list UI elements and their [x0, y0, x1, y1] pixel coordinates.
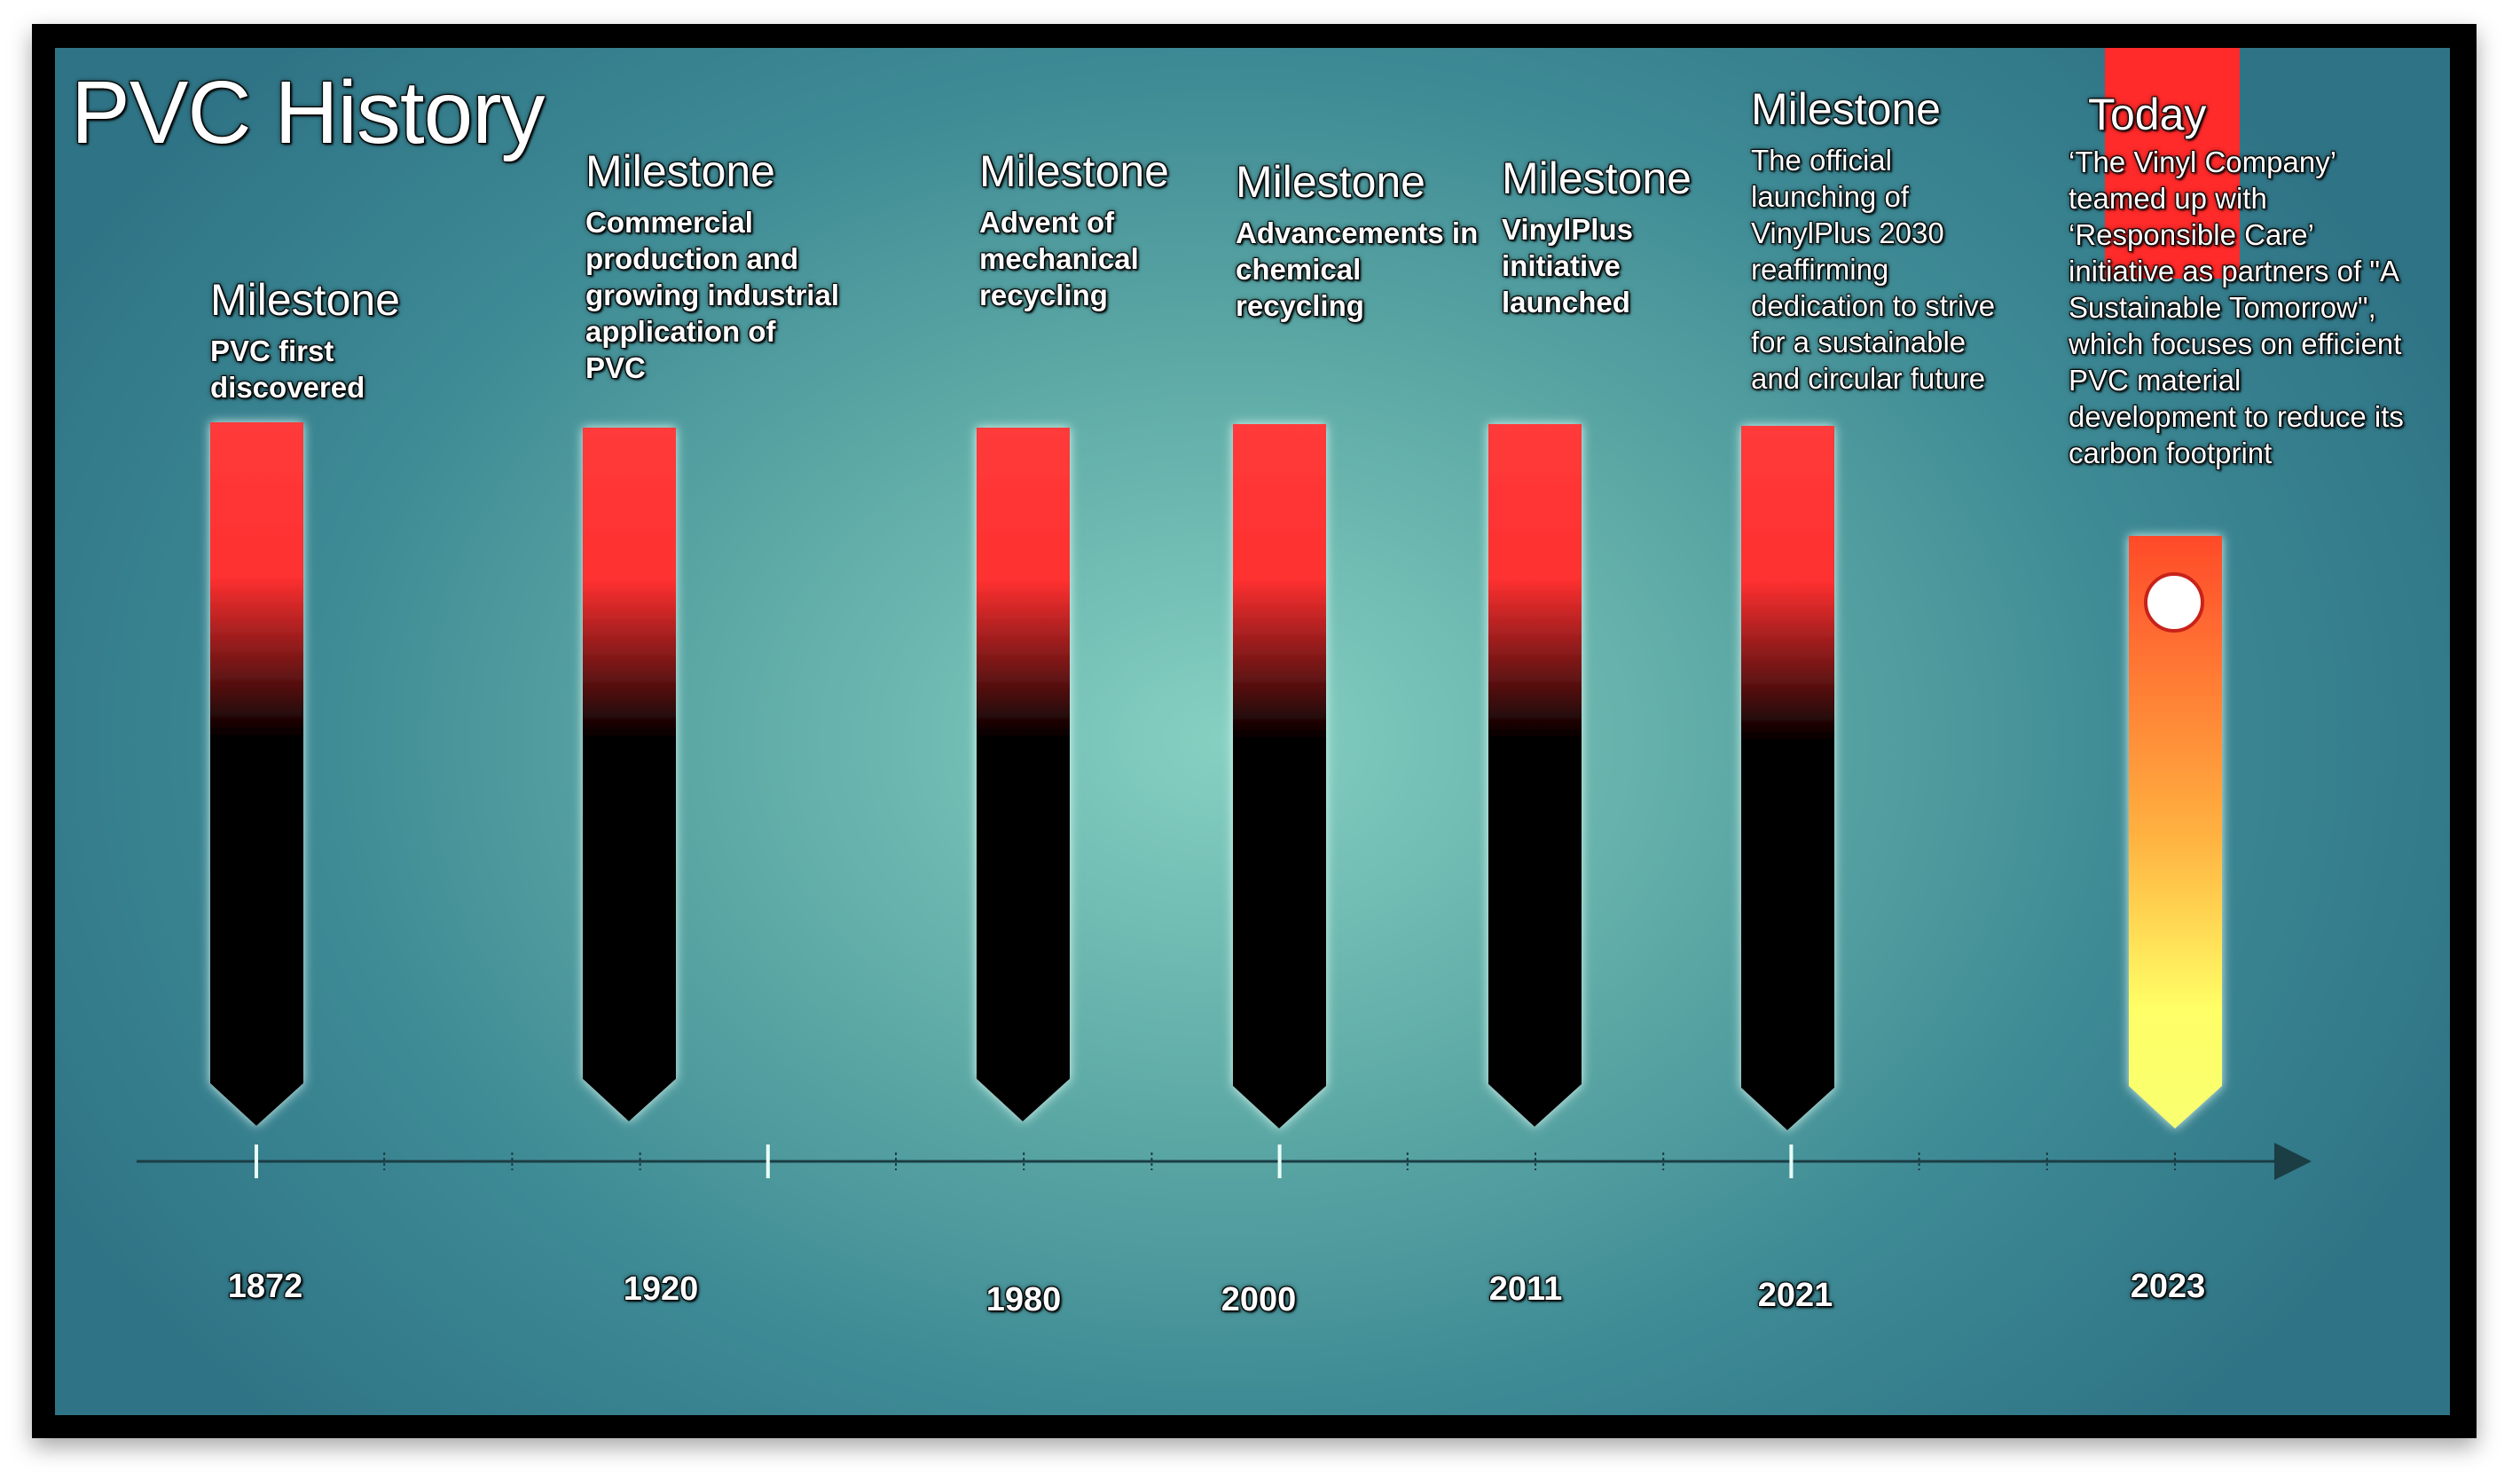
milestone-description: Advancements in chemical recycling	[1236, 215, 1478, 324]
milestone-description: The official launching of VinylPlus 2030…	[1751, 142, 1995, 397]
description-line: discovered	[210, 371, 365, 404]
description-line: Sustainable Tomorrow",	[2069, 291, 2376, 324]
description-line: dedication to strive	[1751, 289, 1996, 322]
milestone-heading: Milestone	[1751, 84, 1941, 134]
description-line: carbon footprint	[2069, 437, 2273, 469]
milestone-heading: Milestone	[1502, 153, 1692, 203]
description-line: VinylPlus 2030	[1751, 216, 1944, 249]
description-line: Advent of	[979, 206, 1115, 239]
milestone-bar-1920	[583, 428, 676, 1121]
milestone-bar-2011	[1488, 424, 1582, 1127]
milestone-description: VinylPlus initiative launched	[1502, 211, 1692, 320]
milestone-1980: Milestone Advent of mechanical recycling	[979, 146, 1169, 313]
description-line: teamed up with	[2069, 182, 2267, 215]
description-line: production and	[585, 242, 799, 275]
description-line: initiative	[1502, 249, 1621, 282]
timeline-graphic	[137, 422, 2312, 1180]
milestone-description: PVC first discovered	[210, 333, 400, 405]
description-line: for a sustainable	[1751, 326, 1967, 358]
description-line: PVC	[585, 351, 646, 384]
description-line: recycling	[979, 279, 1108, 311]
milestone-description: ‘The Vinyl Company’ teamed up with ‘Resp…	[2069, 144, 2404, 471]
description-line: ‘The Vinyl Company’	[2069, 146, 2337, 178]
description-line: reaffirming	[1751, 253, 1889, 286]
milestone-2021: Milestone The official launching of Viny…	[1751, 83, 1995, 397]
description-line: chemical	[1236, 253, 1362, 286]
milestone-bar-2021	[1741, 426, 1834, 1130]
year-label: 2000	[1221, 1281, 1297, 1318]
milestone-heading: Milestone	[585, 146, 775, 196]
slide-title: PVC History	[71, 63, 546, 162]
year-label: 1872	[227, 1268, 303, 1305]
description-line: growing industrial	[585, 279, 839, 311]
description-line: which focuses on efficient	[2069, 327, 2402, 360]
milestone-bar-1980	[977, 428, 1070, 1121]
description-line: VinylPlus	[1502, 213, 1633, 246]
milestone-2023-today: Today ‘The Vinyl Company’ teamed up with…	[2069, 89, 2404, 471]
description-line: and circular future	[1751, 362, 1986, 395]
milestone-heading: Milestone	[210, 275, 400, 325]
milestone-2011: Milestone VinylPlus initiative launched	[1502, 153, 1692, 320]
year-label: 2021	[1757, 1277, 1833, 1314]
description-line: Advancements in	[1236, 216, 1479, 249]
description-line: application of	[585, 315, 776, 348]
milestone-bar-2000	[1233, 424, 1326, 1129]
description-line: The official	[1751, 144, 1892, 177]
description-line: PVC material	[2069, 364, 2241, 397]
milestone-description: Commercial production and growing indust…	[585, 204, 839, 386]
year-label: 1920	[623, 1271, 699, 1308]
year-label: 1980	[985, 1281, 1062, 1318]
description-line: PVC first	[210, 334, 334, 367]
description-line: mechanical	[979, 242, 1139, 275]
milestone-heading: Today	[2088, 90, 2207, 139]
milestone-description: Advent of mechanical recycling	[979, 204, 1169, 313]
milestone-heading: Milestone	[1236, 157, 1425, 207]
milestone-bar-1872	[210, 422, 303, 1126]
description-line: development to reduce its	[2069, 400, 2404, 433]
year-label: 2011	[1488, 1271, 1563, 1308]
description-line: Commercial	[585, 206, 753, 239]
description-line: ‘Responsible Care’	[2069, 218, 2314, 251]
milestone-bars	[210, 422, 2222, 1130]
milestone-1872: Milestone PVC first discovered	[210, 274, 400, 405]
today-marker-circle	[2144, 572, 2204, 633]
milestone-2000: Milestone Advancements in chemical recyc…	[1236, 156, 1478, 324]
year-label: 2023	[2130, 1268, 2206, 1305]
description-line: initiative as partners of "A	[2069, 255, 2400, 287]
milestone-bar-2023	[2129, 536, 2222, 1129]
description-line: recycling	[1236, 289, 1364, 322]
timeline-ticks	[255, 1145, 2176, 1178]
milestone-heading: Milestone	[979, 146, 1169, 196]
slide: PVC History	[55, 48, 2450, 1415]
milestone-1920: Milestone Commercial production and grow…	[585, 146, 839, 386]
today-highlight-block	[2105, 48, 2240, 279]
description-line: launched	[1502, 286, 1630, 319]
description-line: launching of	[1751, 180, 1909, 213]
